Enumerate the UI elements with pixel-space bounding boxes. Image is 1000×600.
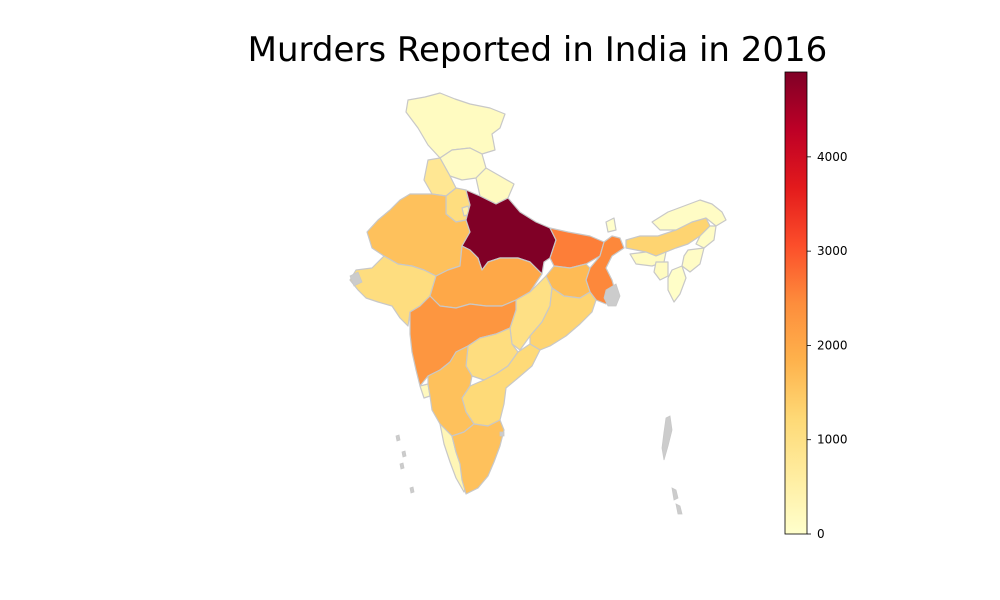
colorbar-tick-label: 4000 [817,150,848,164]
region-nagaland [695,225,717,249]
region-assam [625,217,711,257]
page-title: Murders Reported in India in 2016 [247,30,828,70]
colorbar-tick-label: 1000 [817,433,848,447]
region-andaman-islands [661,415,673,461]
colorbar-tick-label: 2000 [817,338,848,352]
region-jammu-kashmir [405,92,506,159]
region-manipur [681,247,705,273]
region-tamil-nadu [451,419,505,495]
region-puducherry [499,431,505,437]
region-kutch-coast-no-data [349,271,363,287]
region-nicobar-islands [671,487,683,515]
region-odisha [529,287,597,351]
region-sikkim [605,217,617,233]
colorbar: 0 1000 2000 3000 4000 [784,71,848,541]
colorbar-tick-label: 0 [817,527,825,541]
region-sundarbans-no-data [603,283,621,307]
colorbar-gradient [784,71,808,535]
region-lakshadweep [395,434,415,494]
colorbar-tick-label: 3000 [817,244,848,258]
region-arunachal [651,199,727,231]
colorbar-ticks: 0 1000 2000 3000 4000 [807,150,848,541]
region-mizoram [667,265,687,303]
region-karnataka [427,345,475,437]
region-tripura [653,261,669,281]
